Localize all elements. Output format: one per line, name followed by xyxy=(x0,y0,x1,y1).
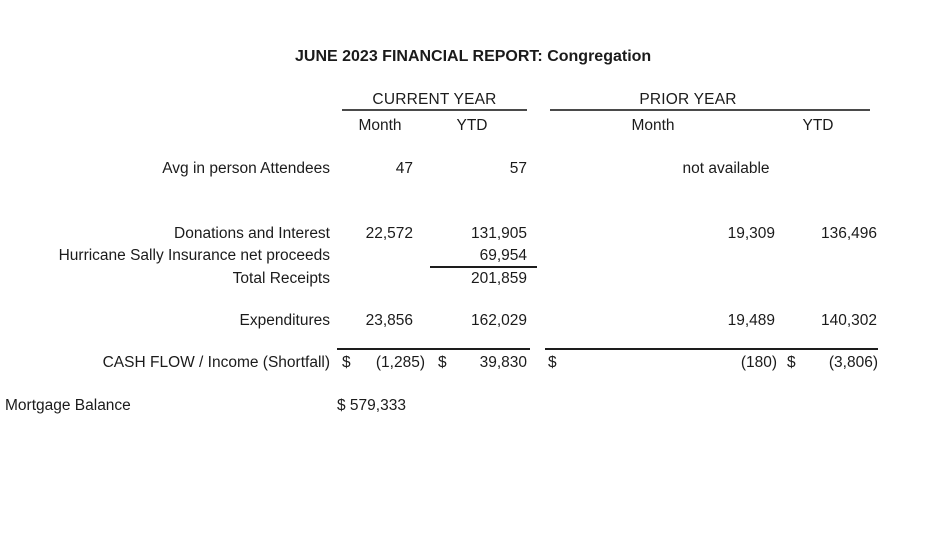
expenditures-label: Expenditures xyxy=(239,312,330,329)
cash-flow-label: CASH FLOW / Income (Shortfall) xyxy=(102,354,330,371)
report-title: JUNE 2023 FINANCIAL REPORT: Congregation xyxy=(295,48,652,65)
subheader-prior-month: Month xyxy=(631,117,675,134)
donations-label: Donations and Interest xyxy=(174,225,330,242)
current-year-underline xyxy=(342,109,527,111)
cash-flow-current-ytd: 39,830 xyxy=(479,354,527,371)
donations-prior-ytd: 136,496 xyxy=(820,225,877,242)
total-receipts-rule xyxy=(430,266,537,268)
cash-flow-current-month-dollar-sign: $ xyxy=(342,354,351,371)
cash-flow-prior-ytd-dollar-sign: $ xyxy=(787,354,796,371)
column-group-current-year: CURRENT YEAR xyxy=(372,91,497,108)
donations-current-ytd: 131,905 xyxy=(470,225,527,242)
attendees-prior-note: not available xyxy=(682,160,770,177)
expenditures-current-ytd: 162,029 xyxy=(470,312,527,329)
mortgage-label: Mortgage Balance xyxy=(5,397,131,414)
cash-flow-current-ytd-dollar-sign: $ xyxy=(438,354,447,371)
cash-flow-prior-month: (180) xyxy=(740,354,777,371)
subheader-current-ytd: YTD xyxy=(456,117,488,134)
cash-flow-prior-ytd: (3,806) xyxy=(828,354,878,371)
donations-current-month: 22,572 xyxy=(365,225,413,242)
hurricane-current-ytd: 69,954 xyxy=(479,247,527,264)
attendees-current-ytd: 57 xyxy=(509,160,527,177)
expenditures-prior-month: 19,489 xyxy=(727,312,775,329)
cash-flow-prior-rule xyxy=(545,348,878,350)
total-receipts-label: Total Receipts xyxy=(232,270,330,287)
cash-flow-prior-month-dollar-sign: $ xyxy=(548,354,557,371)
hurricane-label: Hurricane Sally Insurance net proceeds xyxy=(58,247,330,264)
cash-flow-current-month: (1,285) xyxy=(375,354,425,371)
subheader-prior-ytd: YTD xyxy=(802,117,834,134)
attendees-label: Avg in person Attendees xyxy=(162,160,330,177)
expenditures-current-month: 23,856 xyxy=(365,312,413,329)
donations-prior-month: 19,309 xyxy=(727,225,775,242)
subheader-current-month: Month xyxy=(358,117,402,134)
total-receipts-current-ytd: 201,859 xyxy=(470,270,527,287)
prior-year-underline xyxy=(550,109,870,111)
column-group-prior-year: PRIOR YEAR xyxy=(639,91,737,108)
expenditures-prior-ytd: 140,302 xyxy=(820,312,877,329)
cash-flow-current-rule xyxy=(337,348,530,350)
mortgage-value: $ 579,333 xyxy=(337,397,406,414)
attendees-current-month: 47 xyxy=(395,160,413,177)
